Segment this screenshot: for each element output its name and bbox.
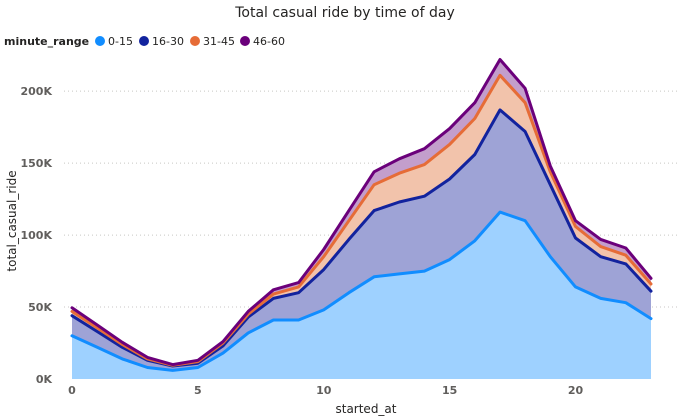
legend-marker xyxy=(190,36,200,46)
x-axis-title: started_at xyxy=(335,402,396,416)
legend-label: 16-30 xyxy=(152,35,184,48)
legend-item-16-30[interactable]: 16-30 xyxy=(139,35,184,48)
y-axis-ticks: 0K 50K 100K 150K 200K xyxy=(21,85,53,386)
area-31-45 xyxy=(72,75,651,367)
x-tick-label: 5 xyxy=(194,384,202,397)
x-tick-label: 10 xyxy=(316,384,332,397)
legend: minute_range 0-15 16-30 31-45 46-60 xyxy=(4,35,285,48)
legend-item-0-15[interactable]: 0-15 xyxy=(95,35,133,48)
series-lines xyxy=(70,58,653,372)
legend-marker xyxy=(240,36,250,46)
x-tick-label: 20 xyxy=(568,384,584,397)
line-46-60 xyxy=(70,58,653,367)
y-tick-label: 150K xyxy=(21,157,53,170)
legend-label: 0-15 xyxy=(108,35,133,48)
y-tick-label: 100K xyxy=(21,229,53,242)
legend-marker xyxy=(139,36,149,46)
legend-title: minute_range xyxy=(4,35,89,48)
area-0-15 xyxy=(72,212,651,379)
chart-title: Total casual ride by time of day xyxy=(234,5,455,21)
legend-item-31-45[interactable]: 31-45 xyxy=(190,35,235,48)
x-tick-label: 15 xyxy=(442,384,457,397)
line-0-15 xyxy=(70,210,653,372)
legend-label: 31-45 xyxy=(203,35,235,48)
legend-item-46-60[interactable]: 46-60 xyxy=(240,35,285,48)
y-tick-label: 0K xyxy=(36,373,53,386)
legend-label: 46-60 xyxy=(253,35,285,48)
y-tick-label: 50K xyxy=(28,301,52,314)
y-tick-label: 200K xyxy=(21,85,53,98)
area-layers xyxy=(72,59,651,379)
legend-marker xyxy=(95,36,105,46)
x-axis-ticks: 0 5 10 15 20 xyxy=(68,384,583,397)
x-tick-label: 0 xyxy=(68,384,76,397)
y-axis-title: total_casual_ride xyxy=(5,170,19,271)
area-16-30 xyxy=(72,109,651,371)
